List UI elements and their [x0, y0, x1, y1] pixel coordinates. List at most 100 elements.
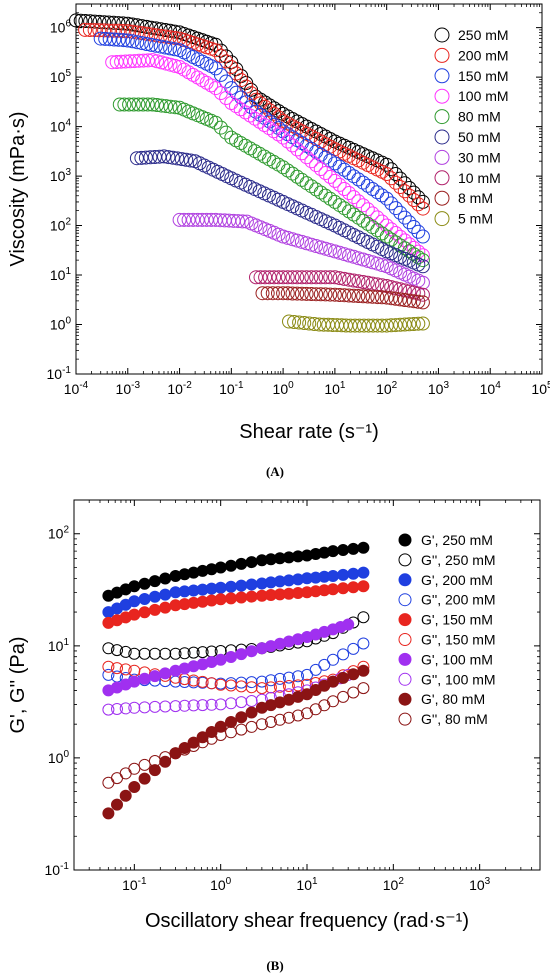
legend-marker [398, 672, 412, 686]
data-point [161, 150, 176, 165]
data-point [244, 82, 259, 97]
data-point [264, 716, 277, 728]
legend-marker [398, 652, 412, 666]
data-point [253, 96, 268, 111]
data-point [346, 249, 361, 264]
data-point [411, 286, 426, 301]
legend-marker [434, 149, 450, 165]
data-point [307, 317, 322, 331]
data-point [379, 167, 394, 181]
y-axis-label: G', G'' (Pa) [7, 636, 29, 733]
data-point [204, 212, 219, 227]
data-point [402, 284, 417, 299]
data-point [342, 272, 356, 287]
data-point [309, 287, 324, 302]
data-point [393, 292, 408, 307]
data-point [356, 175, 371, 190]
data-point [375, 258, 389, 272]
data-point [214, 653, 227, 666]
x-tick-label: 102 [376, 380, 398, 397]
data-point [388, 201, 403, 216]
legend-label: 250 mM [458, 27, 509, 43]
data-point [267, 106, 282, 121]
data-point [313, 147, 328, 162]
data-point [168, 58, 182, 73]
data-point [163, 99, 178, 114]
data-point [145, 97, 160, 112]
y-tick-label: 103 [50, 167, 72, 184]
data-point [128, 647, 141, 660]
data-point [402, 188, 417, 203]
data-point [313, 270, 328, 285]
data-point [360, 275, 375, 290]
data-point [411, 294, 426, 309]
legend-label: G'', 150 mM [421, 632, 496, 648]
data-point [351, 172, 366, 187]
series [102, 682, 370, 789]
data-point [255, 718, 268, 731]
data-point [384, 196, 399, 211]
data-point [138, 672, 151, 685]
data-point [225, 679, 237, 692]
data-point [177, 62, 192, 77]
series [282, 314, 430, 333]
data-point [260, 286, 275, 301]
data-point [370, 290, 385, 305]
data-point [229, 133, 243, 148]
data-point [351, 210, 366, 225]
data-point [128, 781, 141, 793]
data-point [262, 103, 277, 118]
minor-ticks [76, 4, 542, 374]
data-point [352, 318, 367, 333]
data-point [245, 590, 258, 603]
data-point [332, 288, 347, 302]
data-point [332, 245, 347, 260]
data-point [276, 160, 291, 175]
data-point [187, 736, 200, 749]
data-point [139, 37, 154, 51]
data-point [360, 253, 375, 268]
data-point [159, 99, 173, 114]
data-point [342, 186, 356, 200]
data-point [214, 561, 227, 574]
y-tick-label: 105 [50, 68, 72, 85]
data-point [119, 663, 132, 676]
data-point [327, 156, 342, 171]
data-point [406, 240, 421, 255]
data-point [332, 159, 347, 174]
data-point [111, 703, 123, 715]
legend-label: G'', 80 mM [421, 711, 488, 727]
x-tick-label: 10-3 [116, 380, 141, 397]
data-point [393, 317, 408, 332]
data-point [366, 318, 381, 333]
data-point [208, 43, 223, 58]
data-point [370, 318, 385, 333]
data-point [360, 289, 375, 304]
data-point [406, 294, 421, 309]
legend-label: G', 100 mM [421, 651, 493, 667]
x-tick-label: 105 [531, 380, 550, 397]
data-point [342, 166, 356, 180]
data-point [280, 163, 295, 178]
y-tick-label: 104 [50, 118, 72, 135]
data-point [402, 237, 417, 252]
data-point [140, 97, 155, 112]
data-point [415, 201, 430, 216]
x-tick-label: 103 [469, 876, 491, 893]
data-point [294, 270, 309, 285]
data-point [181, 212, 196, 227]
data-point [235, 557, 248, 570]
data-point [406, 220, 421, 234]
data-point [318, 166, 333, 180]
data-point [290, 142, 305, 157]
series [102, 541, 370, 602]
data-point [204, 78, 219, 93]
data-point [116, 33, 131, 48]
data-point [282, 671, 295, 684]
data-point [119, 789, 132, 802]
data-point [297, 316, 312, 330]
data-point [327, 695, 339, 708]
data-point [379, 290, 394, 305]
y-tick-label: 100 [48, 749, 70, 766]
data-point [397, 210, 412, 225]
